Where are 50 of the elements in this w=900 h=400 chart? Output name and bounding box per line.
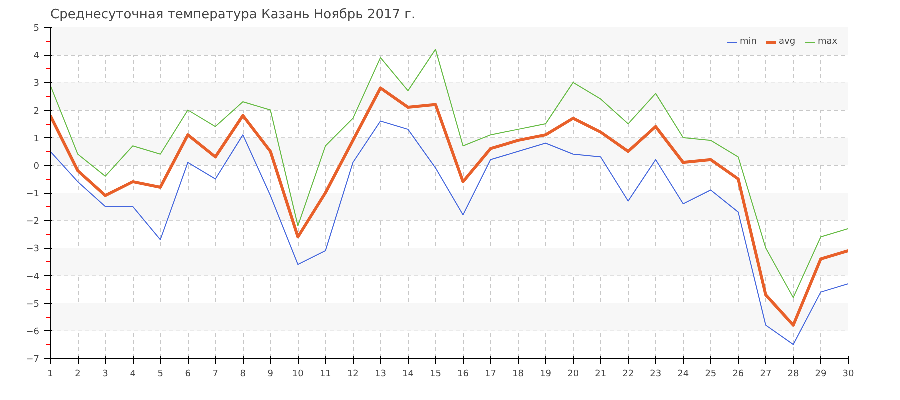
x-tick-label: 26 — [732, 370, 744, 380]
y-tick-label: −1 — [26, 190, 40, 200]
x-tick-label: 21 — [595, 370, 607, 380]
y-tick-label: 3 — [34, 79, 40, 90]
y-tick-label: 2 — [34, 106, 40, 117]
x-tick-label: 12 — [347, 370, 359, 380]
x-tick-label: 14 — [402, 370, 414, 380]
x-tick-label: 22 — [622, 370, 634, 380]
y-tick-label: 1 — [34, 134, 40, 144]
x-tick-label: 7 — [212, 370, 218, 380]
y-tick-label: 4 — [34, 52, 40, 62]
y-tick-label: 0 — [34, 162, 40, 172]
x-tick-label: 3 — [102, 370, 108, 380]
line-series — [50, 86, 848, 327]
y-tick-label: −5 — [26, 300, 40, 310]
x-tick-label: 15 — [430, 370, 442, 380]
x-tick-label: 10 — [292, 370, 304, 380]
y-tick-label: 5 — [34, 24, 40, 34]
x-tick-label: 19 — [540, 370, 552, 380]
x-tick-label: 30 — [842, 370, 854, 380]
y-tick-label: −7 — [26, 355, 40, 365]
x-tick-label: 25 — [705, 370, 717, 380]
chart-title: Среднесуточная температура Казань Ноябрь 2017 г. — [50, 8, 416, 22]
x-tick-label: 11 — [320, 370, 332, 380]
x-tick-label: 8 — [240, 370, 246, 380]
x-tick-label: 24 — [678, 370, 690, 380]
x-tick-label: 27 — [760, 370, 772, 380]
line-series — [50, 49, 848, 298]
line-series — [50, 120, 848, 346]
x-tick-label: 23 — [650, 370, 662, 380]
x-tick-label: 2 — [75, 370, 81, 380]
x-tick-label: 13 — [374, 370, 386, 380]
x-tick-label: 9 — [268, 370, 274, 380]
x-tick-label: 28 — [788, 370, 800, 380]
x-tick-label: 5 — [158, 370, 164, 380]
legend-label: min — [740, 37, 758, 47]
legend-label: max — [818, 37, 838, 47]
x-tick-label: 4 — [130, 370, 136, 380]
y-tick-label: −2 — [26, 217, 40, 228]
y-tick-label: −4 — [26, 272, 40, 282]
x-tick-label: 18 — [512, 370, 524, 380]
y-tick-label: −3 — [26, 244, 40, 255]
y-tick-label: −6 — [26, 327, 40, 338]
x-tick-label: 20 — [568, 370, 580, 380]
legend-label: avg — [779, 37, 797, 47]
x-tick-label: 6 — [185, 370, 192, 380]
x-tick-label: 29 — [815, 370, 827, 380]
x-tick-label: 1 — [48, 370, 54, 380]
x-tick-label: 16 — [458, 370, 470, 380]
x-tick-label: 17 — [485, 370, 497, 380]
